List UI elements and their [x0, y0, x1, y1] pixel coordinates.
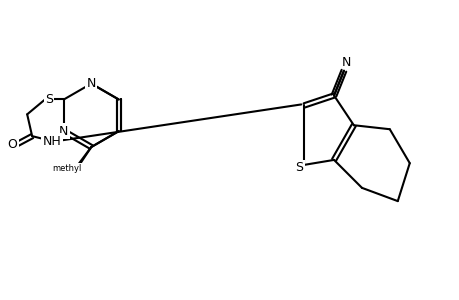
Text: N: N [86, 77, 96, 90]
Text: O: O [7, 138, 17, 151]
Text: S: S [45, 93, 53, 106]
Text: methyl: methyl [52, 164, 81, 173]
Text: N: N [59, 125, 68, 138]
Text: NH: NH [43, 135, 61, 148]
Text: N: N [341, 56, 351, 69]
Text: S: S [295, 161, 302, 174]
